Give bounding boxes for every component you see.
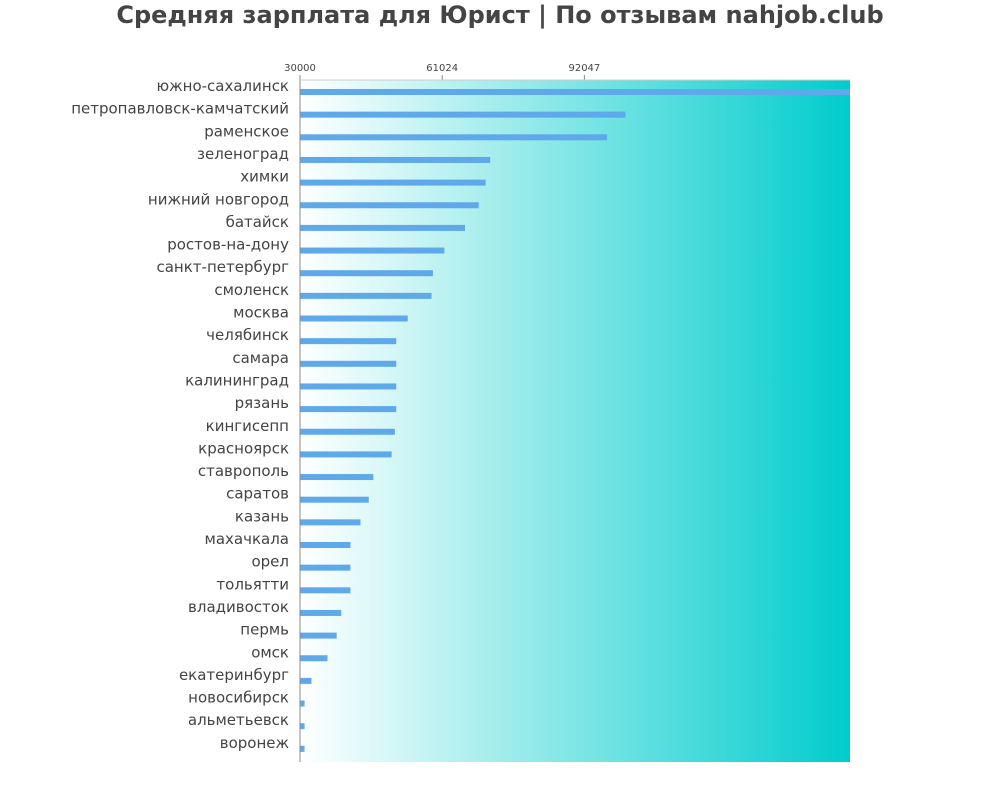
category-label: владивосток (188, 598, 289, 616)
bar (300, 519, 361, 526)
bar (300, 474, 374, 481)
category-label: ростов-на-дону (167, 236, 289, 254)
category-label: петропавловск-камчатский (71, 100, 289, 118)
bar (300, 315, 408, 322)
category-label: нижний новгород (148, 190, 289, 208)
category-label: новосибирск (188, 689, 289, 707)
x-tick-label: 92047 (568, 63, 600, 74)
category-label: южно-сахалинск (157, 77, 290, 95)
category-label: челябинск (206, 326, 289, 344)
bar (300, 496, 369, 503)
category-label: пермь (240, 621, 289, 639)
bar (300, 202, 479, 209)
bar (300, 247, 445, 254)
category-label: зеленоград (197, 145, 289, 163)
bar (300, 111, 626, 118)
x-tick-label: 30000 (284, 63, 316, 74)
category-label: самара (232, 349, 289, 367)
category-label: альметьевск (188, 711, 289, 729)
category-label: красноярск (198, 439, 289, 457)
category-label: рязань (235, 394, 289, 412)
bar (300, 700, 305, 707)
bar (300, 156, 491, 163)
bar (300, 428, 395, 435)
bar (300, 406, 397, 413)
bar (300, 360, 397, 367)
category-label: батайск (226, 213, 289, 231)
bar (300, 723, 305, 730)
bar (300, 564, 351, 571)
x-tick-label: 61024 (426, 63, 458, 74)
bar (300, 587, 351, 594)
category-label: санкт-петербург (156, 258, 289, 276)
bar (300, 224, 465, 231)
category-label: химки (240, 168, 289, 186)
bar (300, 542, 351, 548)
category-label: воронеж (220, 734, 289, 752)
category-label: орел (251, 553, 289, 571)
bar (300, 179, 486, 186)
category-label: екатеринбург (179, 666, 289, 684)
category-label: кингисепп (206, 417, 289, 435)
category-label: казань (235, 507, 289, 525)
category-label: раменское (204, 122, 289, 140)
category-label: махачкала (205, 530, 289, 548)
bar (300, 292, 432, 299)
bar (300, 134, 608, 141)
bar (300, 677, 312, 684)
category-label: смоленск (214, 281, 289, 299)
chart-title: Средняя зарплата для Юрист | По отзывам … (116, 1, 884, 29)
bar (300, 609, 342, 616)
category-label: тольятти (216, 575, 289, 593)
category-label: калининград (185, 371, 289, 389)
bar (300, 270, 433, 277)
category-label: москва (233, 304, 289, 322)
bar (300, 383, 397, 390)
bar (300, 745, 305, 752)
plot-background (300, 80, 850, 762)
category-label: омск (251, 643, 289, 661)
bar (300, 655, 328, 662)
bar (300, 89, 850, 95)
category-label: саратов (226, 485, 289, 503)
bar (300, 632, 337, 639)
category-label: ставрополь (198, 462, 289, 480)
bar (300, 451, 392, 458)
bar (300, 338, 397, 345)
